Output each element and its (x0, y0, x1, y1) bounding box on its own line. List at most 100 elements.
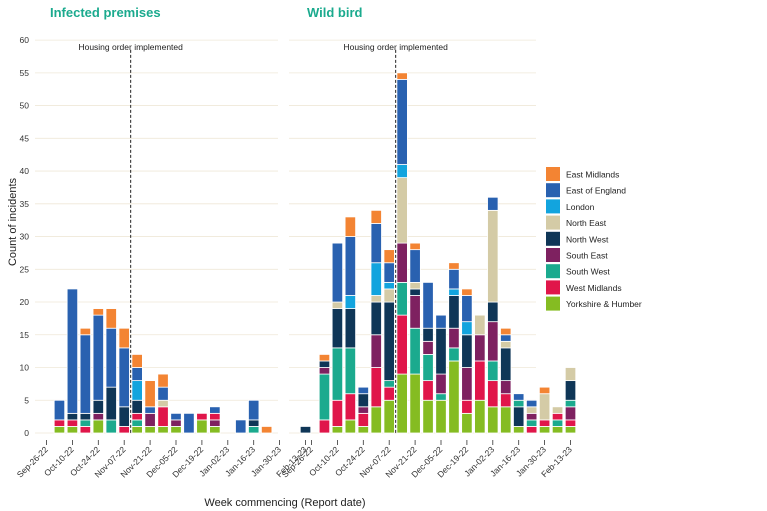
y-tick-label: 35 (20, 199, 30, 209)
bar-segment (526, 412, 538, 421)
bar-segment (564, 380, 577, 401)
bar-segment (157, 386, 169, 401)
bar-segment (209, 419, 221, 427)
bar-segment (66, 426, 79, 434)
bar-segment (357, 426, 369, 434)
bar-segment (105, 327, 117, 388)
bar-segment (131, 426, 143, 434)
bar-segment (422, 327, 434, 342)
bar-segment (170, 419, 182, 427)
bar-segment (422, 399, 434, 434)
bar-segment (370, 367, 382, 408)
bar-segment (370, 295, 382, 303)
bar-segment (331, 308, 344, 349)
bar-segment (551, 426, 564, 434)
legend-label: North West (566, 234, 609, 244)
y-axis-label: Count of incidents (7, 177, 19, 266)
bar-segment (209, 426, 221, 434)
bar-segment (344, 347, 357, 395)
bar-segment (144, 426, 156, 434)
bar-segment (396, 314, 408, 375)
bar-segment (435, 373, 447, 395)
legend-swatch (546, 280, 560, 295)
bar-segment (131, 399, 143, 414)
bar-segment (92, 412, 104, 421)
bar-segment (344, 295, 357, 309)
legend-swatch (546, 296, 560, 311)
bar-segment (474, 360, 486, 401)
legend-label: North East (566, 218, 607, 228)
bar-segment (331, 399, 344, 427)
bar-segment (435, 393, 447, 401)
bar-segment (487, 321, 499, 362)
bar-segment (396, 177, 408, 244)
bar-segment (538, 386, 551, 395)
bar-segment (526, 399, 538, 408)
bar-segment (331, 426, 344, 434)
bar-segment (248, 399, 260, 421)
bar-segment (396, 72, 408, 80)
housing-order-annotation: Housing order implemented (78, 42, 183, 52)
housing-order-annotation: Housing order implemented (343, 42, 448, 52)
bar-segment (79, 419, 91, 427)
bar-segment (422, 380, 434, 401)
bar-segment (331, 242, 344, 303)
bar-segment (248, 426, 260, 434)
bar-segment (551, 412, 564, 421)
bar-segment (422, 281, 434, 329)
bar-segment (144, 406, 156, 414)
bar-segment (409, 295, 421, 329)
bar-segment (396, 373, 408, 434)
bar-segment (396, 78, 408, 165)
bar-segment (383, 301, 395, 382)
y-tick-label: 5 (24, 395, 29, 405)
y-tick-label: 25 (20, 264, 30, 274)
bar-segment (144, 380, 156, 408)
y-tick-label: 45 (20, 133, 30, 143)
bar-segment (448, 288, 460, 296)
bar-segment (526, 426, 538, 434)
bar-segment (318, 373, 331, 421)
x-axis-label: Week commencing (Report date) (204, 497, 365, 509)
bar-segment (105, 308, 117, 329)
bar-segment (144, 412, 156, 427)
bar-segment (448, 295, 460, 329)
bar-segment (500, 327, 512, 336)
bar-segment (383, 380, 395, 388)
bar-segment (526, 406, 538, 414)
bar-segment (357, 406, 369, 414)
bar-segment (196, 419, 208, 434)
bar-segment (79, 334, 91, 414)
bar-segment (448, 262, 460, 270)
bar-segment (183, 412, 195, 434)
bar-segment (461, 295, 473, 323)
bar-segment (396, 242, 408, 283)
bar-segment (92, 399, 104, 414)
bar-segment (92, 308, 104, 316)
bar-segment (53, 419, 66, 427)
y-tick-label: 50 (20, 101, 30, 111)
bar-segment (513, 426, 525, 434)
bar-segment (53, 426, 66, 434)
bar-segment (461, 367, 473, 401)
bar-segment (538, 426, 551, 434)
bar-segment (474, 334, 486, 362)
bar-segment (500, 334, 512, 342)
bar-segment (383, 249, 395, 264)
bar-segment (487, 196, 499, 211)
bar-segment (118, 426, 130, 434)
bar-segment (66, 288, 79, 414)
bar-segment (79, 426, 91, 434)
bar-segment (118, 406, 130, 427)
bar-segment (448, 327, 460, 349)
bar-segment (235, 419, 247, 434)
bar-segment (66, 419, 79, 427)
bars-layer (53, 72, 577, 434)
bar-segment (448, 268, 460, 290)
y-tick-label: 0 (24, 428, 29, 438)
bar-segment (92, 419, 104, 434)
bar-segment (551, 406, 564, 414)
bar-segment (409, 373, 421, 434)
